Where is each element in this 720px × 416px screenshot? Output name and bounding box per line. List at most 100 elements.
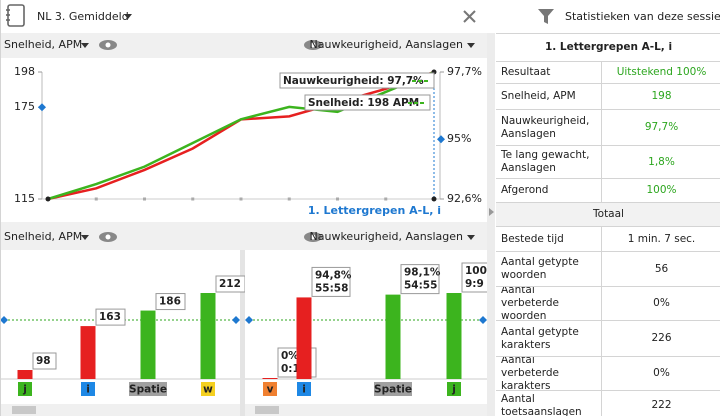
category-chip <box>297 382 311 396</box>
category-label: Spatie <box>129 384 167 396</box>
row-label: Aantal verbeterde karakters <box>496 357 602 391</box>
category-label: i <box>302 384 306 396</box>
row-label: Aantal verbeterde woorden <box>496 287 602 321</box>
stats-heading: 1. Lettergrepen A-L, i <box>496 33 720 62</box>
category-chip <box>201 382 215 396</box>
tooltip-box <box>304 94 431 111</box>
toolbar-bg <box>0 0 495 33</box>
value-label: 98 <box>36 355 51 367</box>
close-button[interactable] <box>463 10 476 23</box>
notebook-icon[interactable] <box>6 4 25 27</box>
row-value: 226 <box>602 321 720 357</box>
y2-tick-label: 95% <box>447 132 471 145</box>
category-chip <box>263 382 277 396</box>
y-tick-label: 198 <box>14 65 35 78</box>
end-dot <box>45 196 51 202</box>
value-label: 98,1% <box>404 267 441 279</box>
eye-icon[interactable] <box>304 40 322 50</box>
category-label: Spatie <box>374 384 412 396</box>
left-pane: NL 3. Gemiddeld Snelheid, APM Nauwkeurig… <box>0 0 495 416</box>
value-label: 0% <box>281 350 299 362</box>
value-label: 186 <box>159 296 181 308</box>
metric-selector[interactable]: Nauwkeurigheid, Aanslagen <box>310 230 464 243</box>
eye-icon[interactable] <box>99 40 117 50</box>
x-point <box>336 197 339 201</box>
row-value: 1 min. 7 sec. <box>602 227 720 252</box>
value-label-box <box>400 264 440 295</box>
scroll-thumb[interactable] <box>255 406 279 414</box>
x-point <box>239 197 243 201</box>
dropdown-caret[interactable] <box>81 43 89 48</box>
bar <box>446 293 462 379</box>
pane-header <box>0 222 487 250</box>
section-heading: Totaal <box>496 203 720 227</box>
row-label: Snelheid, APM <box>496 84 602 110</box>
line-chart: 115 175 198 92,6% 95% 97,7% 1. Lettergrepen A-… <box>0 58 487 222</box>
dropdown-caret[interactable] <box>81 235 89 240</box>
target-marker <box>479 316 487 324</box>
category-chip <box>447 382 461 396</box>
filter-icon[interactable] <box>538 9 554 24</box>
category-label: i <box>86 384 90 396</box>
row-value: Uitstekend 100% <box>602 62 720 84</box>
value-label: 0:1 <box>281 363 300 375</box>
eye-icon[interactable] <box>99 232 117 242</box>
bar <box>262 378 278 379</box>
lesson-selector[interactable]: NL 3. Gemiddeld <box>37 10 129 23</box>
category-chip <box>129 382 167 396</box>
category-label: j <box>22 384 27 396</box>
stats-toolbar: Statistieken van deze sessie <box>538 9 720 24</box>
y2-tick-label: 97,7% <box>447 65 482 78</box>
x-axis-label: 1. Lettergrepen A-L, i <box>308 204 441 217</box>
tooltip-box <box>279 72 435 89</box>
bar <box>140 310 156 379</box>
bar <box>296 297 312 379</box>
row-label: Aantal toetsaanslagen <box>496 391 602 416</box>
dropdown-caret[interactable] <box>467 235 475 240</box>
x-point <box>143 197 146 201</box>
panel-splitter[interactable] <box>487 33 495 416</box>
value-label: 9:9 <box>465 278 484 290</box>
pane-splitter[interactable] <box>240 250 245 416</box>
eye-icon[interactable] <box>304 232 322 242</box>
value-label-box <box>155 293 186 311</box>
bar-chart: 98 j 163 i 186 Spatie 212 w <box>0 250 246 404</box>
row-label: Aantal getypte woorden <box>496 252 602 287</box>
dropdown-caret[interactable] <box>467 43 475 48</box>
plot-bg <box>0 250 240 404</box>
row-value: 198 <box>602 84 720 110</box>
target-marker <box>437 135 445 144</box>
stats-title: Statistieken van deze sessie <box>565 10 720 23</box>
target-marker <box>38 103 46 112</box>
x-point <box>287 197 291 201</box>
row-value: 56 <box>602 252 720 287</box>
metric-selector[interactable]: Snelheid, APM <box>4 38 82 51</box>
value-label-box <box>95 308 126 326</box>
splitter-arrow[interactable] <box>489 208 494 216</box>
pane-header <box>0 33 487 58</box>
scrollbar[interactable] <box>245 404 487 416</box>
scroll-thumb[interactable] <box>12 406 36 414</box>
metric-selector[interactable]: Snelheid, APM <box>4 230 82 243</box>
dropdown-caret[interactable] <box>124 14 132 19</box>
category-label: v <box>267 384 274 396</box>
x-point <box>191 197 195 201</box>
scrollbar[interactable] <box>0 404 240 416</box>
row-value: 222 <box>602 391 720 416</box>
row-label: Afgerond <box>496 179 602 203</box>
metric-selector[interactable]: Nauwkeurigheid, Aanslagen <box>310 38 464 51</box>
row-label: Aantal getypte karakters <box>496 321 602 357</box>
row-label: Te lang gewacht, Aanslagen <box>496 146 602 179</box>
value-label-box <box>311 266 351 297</box>
bar <box>200 293 216 379</box>
category-chip <box>81 382 95 396</box>
category-chip <box>18 382 32 396</box>
row-value: 0% <box>602 357 720 391</box>
value-label: 212 <box>219 278 241 290</box>
end-dot <box>431 196 437 202</box>
bar <box>80 326 96 379</box>
bar <box>385 294 401 379</box>
x-point <box>384 197 388 201</box>
